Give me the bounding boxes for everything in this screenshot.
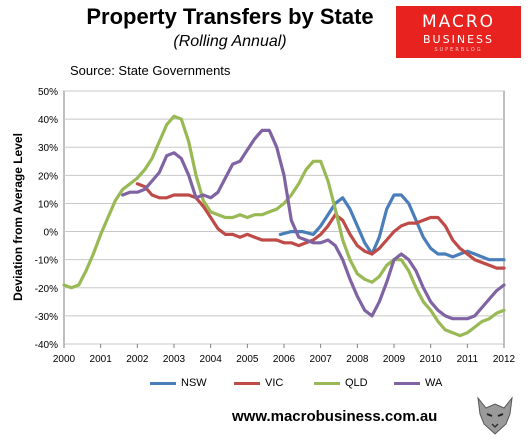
legend-label-vic: VIC: [265, 377, 284, 389]
legend-swatch-vic: [234, 381, 260, 385]
x-tick-label: 2009: [383, 354, 406, 365]
macrobusiness-logo: MACRO BUSINESS SUPERBLOG: [396, 6, 521, 58]
series-line-wa: [121, 128, 506, 321]
x-tick-label: 2002: [126, 354, 149, 365]
x-tick-label: 2008: [346, 354, 369, 365]
legend-label-wa: WA: [425, 377, 443, 389]
x-tick-label: 2012: [493, 354, 516, 365]
legend-item-nsw: NSW: [150, 377, 207, 389]
legend-label-qld: QLD: [345, 377, 368, 389]
series-line-nsw: [278, 193, 506, 262]
x-tick-label: 2001: [90, 354, 113, 365]
legend-swatch-qld: [314, 381, 340, 385]
x-tick-label: 2011: [457, 354, 479, 365]
wolf-logo-icon: [472, 392, 518, 436]
y-tick-label: 20%: [38, 171, 58, 182]
y-tick-label: -20%: [35, 284, 58, 295]
x-tick-label: 2006: [273, 354, 296, 365]
x-axis-ticks: 2000 2001 2002 2003 2004 2005 2006 2007 2008 2009…: [53, 344, 516, 365]
y-tick-label: 50%: [38, 87, 58, 98]
x-tick-label: 2003: [163, 354, 186, 365]
legend-item-wa: WA: [394, 377, 442, 389]
logo-line-1: MACRO: [421, 12, 496, 32]
legend-item-qld: QLD: [314, 377, 368, 389]
x-tick-label: 2010: [420, 354, 443, 365]
y-tick-label: -40%: [35, 340, 58, 351]
series-line-vic: [135, 182, 506, 270]
y-tick-label: 30%: [38, 143, 58, 154]
y-tick-label: 10%: [38, 199, 58, 210]
logo-line-2: BUSINESS: [423, 33, 494, 46]
y-axis-ticks: 50% 40% 30% 20% 10% 0% -10% -20% -30% -40%: [35, 87, 58, 351]
series-lines: [62, 114, 506, 338]
chart-subtitle: (Rolling Annual): [173, 33, 287, 50]
source-note: Source: State Governments: [70, 63, 231, 78]
x-tick-label: 2000: [53, 354, 76, 365]
y-tick-label: -30%: [35, 312, 58, 323]
legend-swatch-nsw: [150, 381, 176, 385]
series-line-qld: [62, 114, 506, 338]
legend: NSW VIC QLD WA: [150, 377, 460, 393]
footer-url: www.macrobusiness.com.au: [232, 408, 438, 425]
x-tick-label: 2005: [236, 354, 259, 365]
legend-label-nsw: NSW: [181, 377, 207, 389]
x-tick-label: 2004: [200, 354, 223, 365]
logo-line-3: SUPERBLOG: [434, 47, 483, 53]
legend-swatch-wa: [394, 381, 420, 385]
y-tick-label: 0%: [44, 228, 59, 239]
chart-title: Property Transfers by State: [86, 4, 374, 29]
x-tick-label: 2007: [310, 354, 333, 365]
y-tick-label: 40%: [38, 115, 58, 126]
y-tick-label: -10%: [35, 256, 58, 267]
legend-item-vic: VIC: [234, 377, 283, 389]
